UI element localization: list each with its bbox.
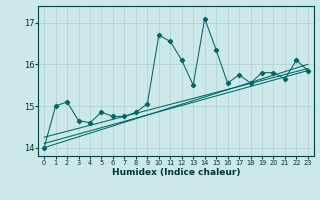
X-axis label: Humidex (Indice chaleur): Humidex (Indice chaleur): [112, 168, 240, 177]
